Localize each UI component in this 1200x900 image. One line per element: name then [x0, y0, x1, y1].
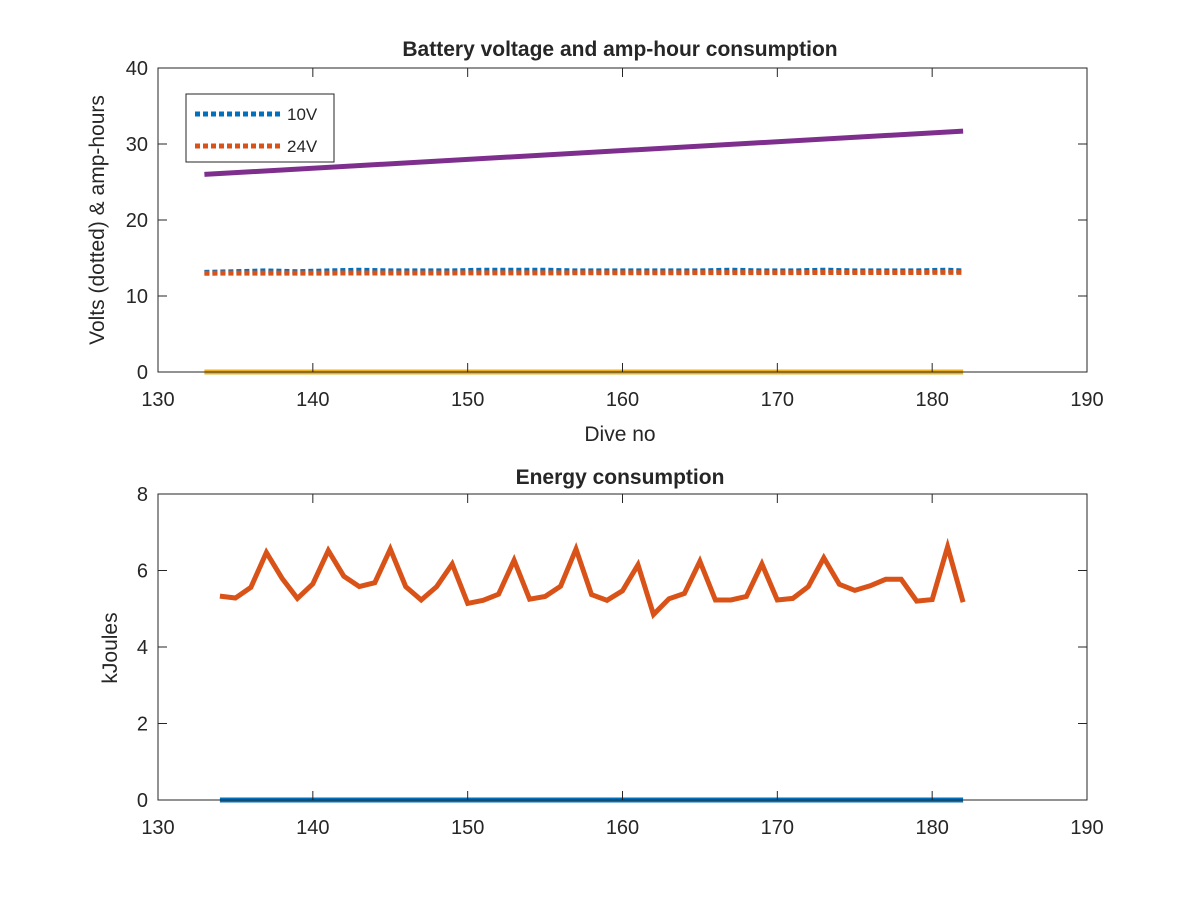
chart-energy-consumption: Energy consumption 130 140 150 160 170 180 190… — [99, 466, 1104, 839]
x-tick-label: 160 — [606, 817, 639, 839]
chart-title-energy: Energy consumption — [516, 466, 725, 489]
y-tick-label: 20 — [126, 210, 148, 232]
legend-label-10v: 10V — [287, 105, 318, 124]
series-line-energy-1 — [219, 537, 966, 620]
y-tick-label: 2 — [137, 714, 148, 736]
x-tick-label: 140 — [296, 817, 329, 839]
y-tick-label: 40 — [126, 58, 148, 80]
y-tick-label: 30 — [126, 134, 148, 156]
x-tick-label: 190 — [1070, 389, 1103, 411]
x-tick-label: 190 — [1070, 817, 1103, 839]
y-tick-label: 0 — [137, 362, 148, 384]
x-tick-label: 180 — [915, 389, 948, 411]
series-line-battery-2 — [204, 128, 964, 177]
y-tick-label: 8 — [137, 484, 148, 506]
x-tick-label: 140 — [296, 389, 329, 411]
x-tick-label: 150 — [451, 817, 484, 839]
x-ticks-battery: 130 140 150 160 170 180 190 — [141, 68, 1104, 411]
y-ticks-battery: 0 10 20 30 40 — [126, 58, 1087, 384]
x-tick-label: 150 — [451, 389, 484, 411]
x-tick-label: 130 — [141, 389, 174, 411]
chart-battery-voltage: Battery voltage and amp-hour consumption… — [86, 38, 1104, 446]
chart-title-battery: Battery voltage and amp-hour consumption — [402, 38, 837, 61]
y-tick-label: 6 — [137, 561, 148, 583]
y-tick-label: 0 — [137, 790, 148, 812]
y-axis-label-battery: Volts (dotted) & amp-hours — [86, 95, 109, 345]
series-line-battery-1 — [204, 269, 964, 276]
y-axis-label-energy: kJoules — [99, 612, 122, 683]
y-ticks-energy: 0 2 4 6 8 — [137, 484, 1087, 812]
legend-box — [185, 93, 335, 163]
x-axis-label-battery: Dive no — [584, 423, 655, 446]
x-tick-label: 160 — [606, 389, 639, 411]
x-tick-label: 130 — [141, 817, 174, 839]
y-tick-label: 10 — [126, 286, 148, 308]
x-tick-label: 180 — [915, 817, 948, 839]
y-tick-label: 4 — [137, 637, 148, 659]
legend-battery: 10V 24V — [185, 93, 335, 163]
x-tick-label: 170 — [761, 389, 794, 411]
legend-label-24v: 24V — [287, 137, 318, 156]
x-ticks-energy: 130 140 150 160 170 180 190 — [141, 494, 1104, 839]
x-tick-label: 170 — [761, 817, 794, 839]
